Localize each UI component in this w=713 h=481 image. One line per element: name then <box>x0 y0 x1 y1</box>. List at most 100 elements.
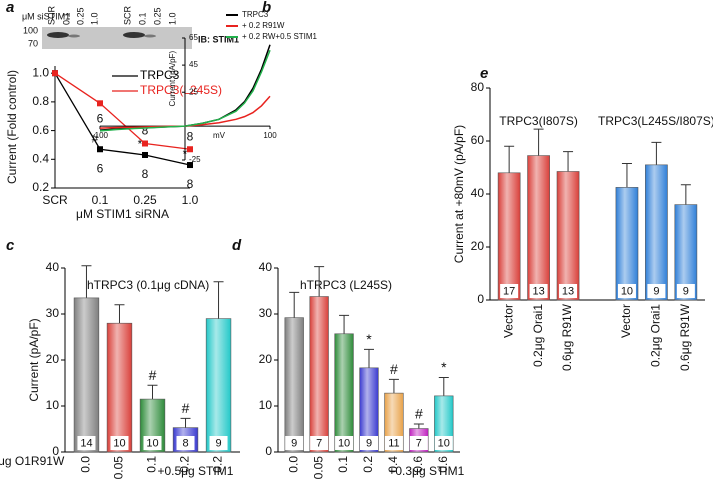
y-tick-label: 10 <box>259 398 273 412</box>
lane-label: SCR <box>46 5 56 25</box>
point <box>142 140 148 147</box>
x-tick-label: 0.6μg R91W <box>678 303 692 371</box>
error-bar <box>339 314 350 334</box>
lane-label: 0.1 <box>61 12 71 25</box>
n-label: 17 <box>503 285 515 297</box>
panel-label: b <box>262 0 271 16</box>
point <box>187 146 193 153</box>
n-label-box <box>335 436 354 450</box>
error-bar <box>680 184 691 205</box>
n-label: 9 <box>683 285 689 297</box>
n-label: 9 <box>653 285 659 297</box>
blot-band <box>123 32 145 38</box>
point <box>97 146 103 153</box>
n-label: 7 <box>316 437 322 449</box>
legend-label: + 0.2 RW+0.5 STIM1 <box>242 32 318 41</box>
n-label-box <box>310 436 329 450</box>
x-tick-label: 0.05 <box>112 456 126 480</box>
x-tick-label: 0.1 <box>336 456 350 473</box>
bar <box>615 187 639 301</box>
blot-band <box>144 34 156 38</box>
bar <box>556 171 580 301</box>
x-tick-label: Vector <box>619 304 633 338</box>
group-label: TRPC3(I807S) <box>499 114 578 128</box>
x-tick-label: 100 <box>263 131 277 140</box>
n-label: 14 <box>80 437 92 449</box>
n-label: 10 <box>438 437 450 449</box>
lane-label: 0.25 <box>75 7 85 25</box>
blot-band <box>47 32 69 38</box>
group-label: TRPC3(L245S/I807S) <box>598 114 713 128</box>
x-tick-label: -100 <box>92 131 109 140</box>
n-label-box <box>617 284 636 298</box>
error-bar <box>388 378 399 394</box>
n-label-box <box>676 284 695 298</box>
x-tick-label: 0.25 <box>133 193 157 207</box>
y-tick-label: 65 <box>189 33 198 42</box>
n-label: 10 <box>113 437 125 449</box>
panel-label: a <box>6 0 14 16</box>
x-tick-label: 0.1 <box>92 193 109 207</box>
n-label: 8 <box>142 124 149 138</box>
bar <box>497 172 521 301</box>
error-bar <box>314 266 325 297</box>
y-tick-label: 0.2 <box>32 180 49 194</box>
y-tick-label: 20 <box>259 352 273 366</box>
blot-antibody: IB: STIM1 <box>198 34 239 44</box>
sig-label: * <box>138 137 143 151</box>
bar <box>73 297 100 453</box>
bar <box>645 164 668 301</box>
n-label: 13 <box>562 285 574 297</box>
bar <box>359 367 379 453</box>
y-tick-label: 40 <box>259 260 273 274</box>
n-label-box <box>434 436 453 450</box>
y-tick-label: 0 <box>477 292 484 306</box>
series-line <box>54 72 191 166</box>
error-bar <box>213 281 224 319</box>
x-tick-label: 0.6μg R91W <box>560 303 574 371</box>
lane-label: 1.0 <box>89 12 99 25</box>
blot-band <box>68 34 80 38</box>
legend-label: TRPC3 <box>140 68 180 82</box>
x-tick-label: 0.1 <box>145 456 159 473</box>
x-axis-label: μM STIM1 siRNA <box>76 207 169 221</box>
x-tick-label: 0.4 <box>386 456 400 473</box>
lane-label: 0.25 <box>152 7 162 25</box>
sig-label: # <box>149 367 157 383</box>
error-bar <box>504 145 515 173</box>
y-tick-label: 25 <box>189 87 198 96</box>
x-tick-label: 0.2μg Orai1 <box>531 304 545 367</box>
series-line <box>54 72 191 150</box>
n-label: 8 <box>182 437 188 449</box>
n-label-box <box>360 436 378 450</box>
n-label-box <box>143 436 162 450</box>
x-tick-label: Vector <box>501 304 515 338</box>
n-label-box <box>77 436 96 450</box>
n-label: 11 <box>388 437 399 449</box>
n-label-box <box>529 284 548 298</box>
x-tick-label: 0.6 <box>436 456 450 473</box>
row-label: μg O1R91W <box>0 454 65 468</box>
n-label: 9 <box>291 437 297 449</box>
n-label: 8 <box>187 129 194 143</box>
n-label: 8 <box>187 177 194 191</box>
lane-label: 1.0 <box>167 12 177 25</box>
x-axis-label: mV <box>213 131 226 140</box>
n-label-box <box>384 436 403 450</box>
bracket-label: +0.5μg STIM1 <box>157 464 233 478</box>
x-tick-label: 0.6 <box>411 456 425 473</box>
n-label-box <box>559 284 578 298</box>
x-tick-label: 0.2 <box>361 456 375 473</box>
y-tick-label: 20 <box>471 239 485 253</box>
y-tick-label: 40 <box>471 186 485 200</box>
x-tick-label: 0.0 <box>79 456 93 473</box>
error-bar <box>621 163 632 188</box>
sig-label: * <box>366 331 372 347</box>
blot-image <box>42 27 192 49</box>
y-axis-label: Current (pA/pF) <box>27 318 41 401</box>
x-tick-label: 0.05 <box>311 456 325 480</box>
n-label: 13 <box>532 285 544 297</box>
sig-label: * <box>441 359 447 375</box>
series-line <box>99 49 271 132</box>
